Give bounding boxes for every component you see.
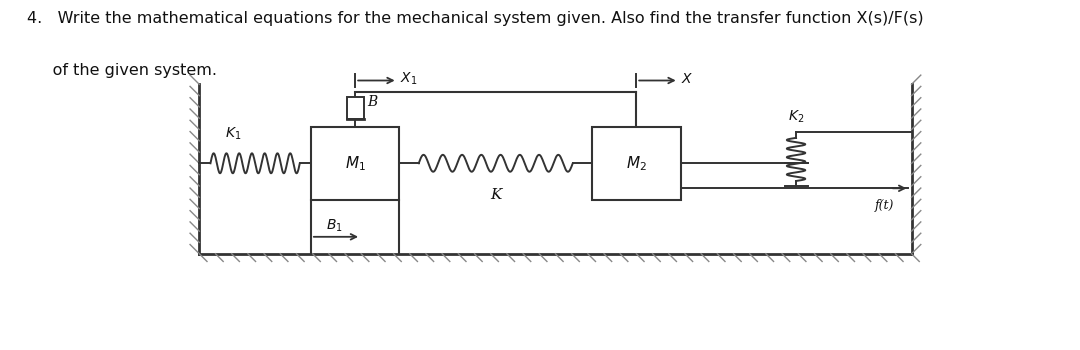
Text: $B_1$: $B_1$ xyxy=(326,218,343,235)
Text: $M_1$: $M_1$ xyxy=(345,154,366,173)
Text: $M_2$: $M_2$ xyxy=(626,154,647,173)
Text: K: K xyxy=(490,188,501,202)
Bar xyxy=(592,127,680,200)
Text: B: B xyxy=(367,95,378,109)
Text: $K_1$: $K_1$ xyxy=(225,125,241,142)
Text: $X$: $X$ xyxy=(680,72,693,86)
Text: $X_1$: $X_1$ xyxy=(400,71,417,87)
Bar xyxy=(311,127,400,200)
Text: f(t): f(t) xyxy=(875,199,894,212)
Text: $K_2$: $K_2$ xyxy=(788,108,805,125)
Bar xyxy=(347,97,364,119)
Text: 4.   Write the mathematical equations for the mechanical system given. Also find: 4. Write the mathematical equations for … xyxy=(27,10,923,26)
Text: of the given system.: of the given system. xyxy=(27,63,217,78)
